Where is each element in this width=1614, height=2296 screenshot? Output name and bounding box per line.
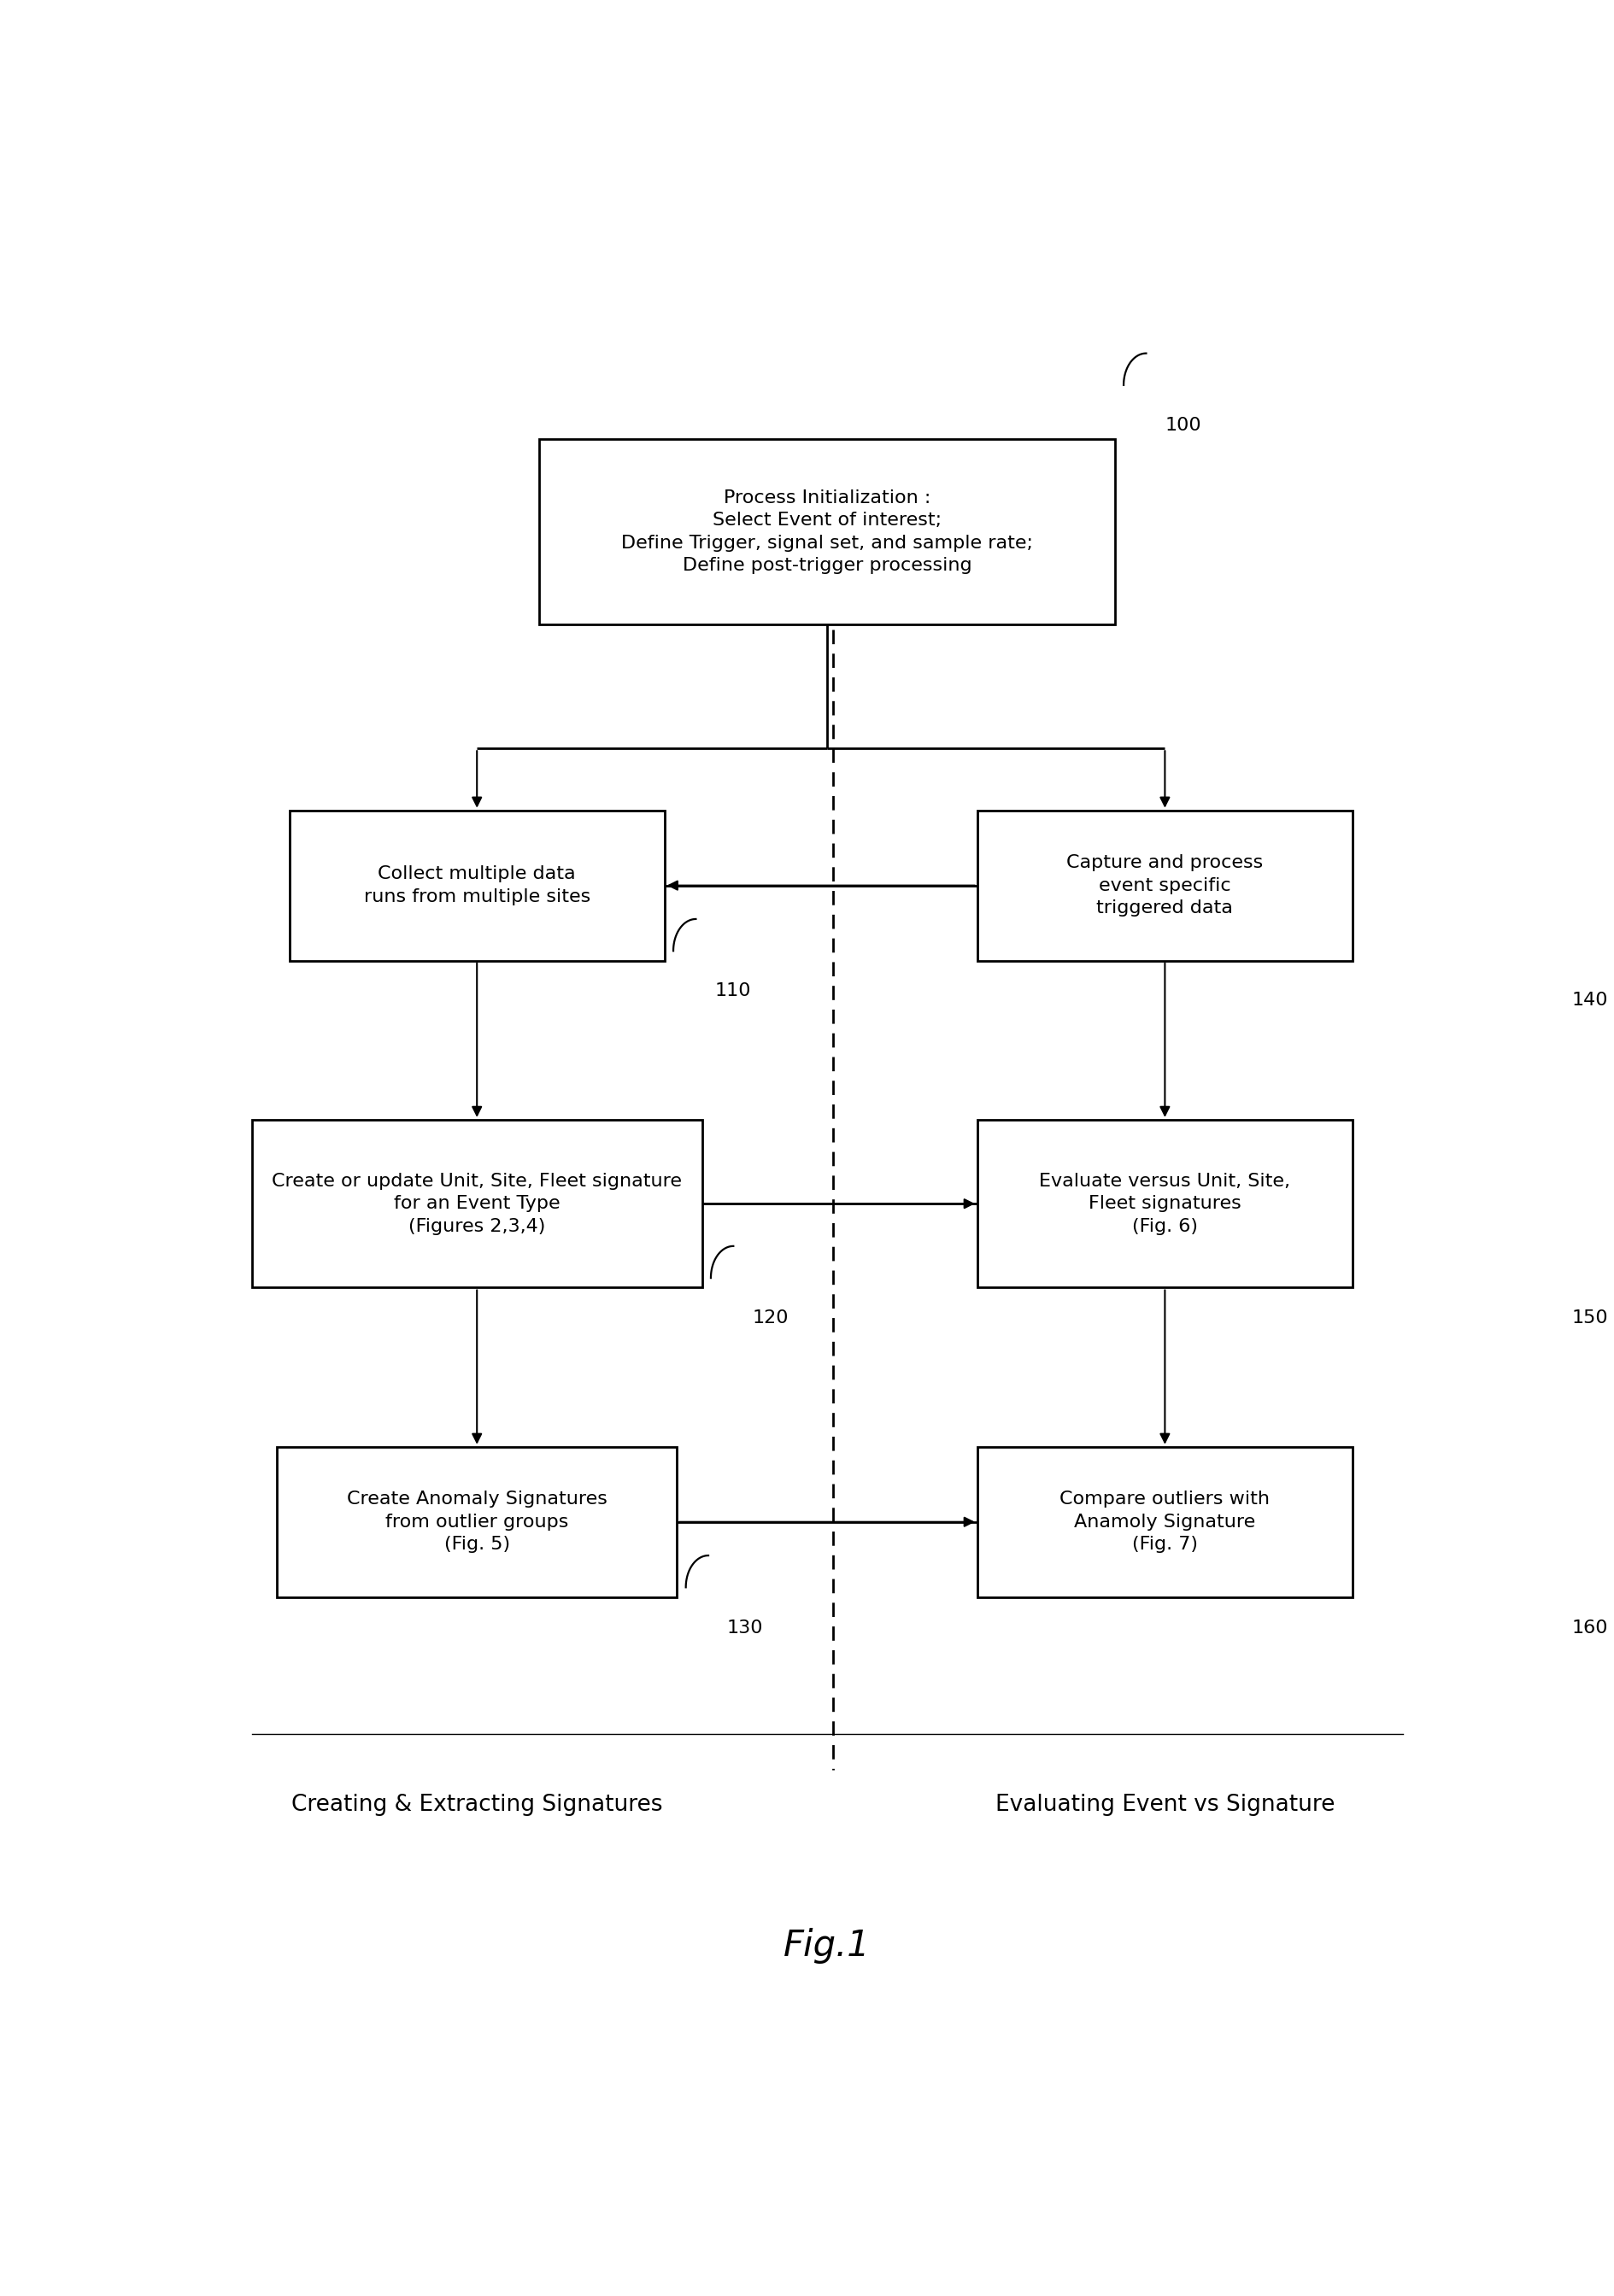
Text: 120: 120 (752, 1309, 788, 1327)
Text: Evaluating Event vs Signature: Evaluating Event vs Signature (996, 1793, 1335, 1816)
FancyBboxPatch shape (289, 810, 665, 960)
Text: 140: 140 (1572, 992, 1608, 1008)
FancyBboxPatch shape (252, 1120, 702, 1288)
FancyBboxPatch shape (978, 810, 1353, 960)
Text: 100: 100 (1165, 418, 1201, 434)
Text: Compare outliers with
Anamoly Signature
(Fig. 7): Compare outliers with Anamoly Signature … (1060, 1490, 1270, 1552)
FancyBboxPatch shape (978, 1446, 1353, 1598)
Text: Collect multiple data
runs from multiple sites: Collect multiple data runs from multiple… (363, 866, 591, 905)
Text: Fig.1: Fig.1 (784, 1929, 870, 1963)
Text: Evaluate versus Unit, Site,
Fleet signatures
(Fig. 6): Evaluate versus Unit, Site, Fleet signat… (1039, 1173, 1291, 1235)
Text: Capture and process
event specific
triggered data: Capture and process event specific trigg… (1067, 854, 1264, 916)
Text: 130: 130 (726, 1619, 763, 1637)
Text: Process Initialization :
Select Event of interest;
Define Trigger, signal set, a: Process Initialization : Select Event of… (621, 489, 1033, 574)
Text: 160: 160 (1572, 1619, 1608, 1637)
Text: Creating & Extracting Signatures: Creating & Extracting Signatures (291, 1793, 663, 1816)
Text: Create Anomaly Signatures
from outlier groups
(Fig. 5): Create Anomaly Signatures from outlier g… (347, 1490, 607, 1552)
FancyBboxPatch shape (539, 439, 1115, 625)
Text: 150: 150 (1572, 1309, 1608, 1327)
FancyBboxPatch shape (978, 1120, 1353, 1288)
Text: 110: 110 (715, 983, 751, 999)
Text: Create or update Unit, Site, Fleet signature
for an Event Type
(Figures 2,3,4): Create or update Unit, Site, Fleet signa… (271, 1173, 683, 1235)
FancyBboxPatch shape (278, 1446, 678, 1598)
